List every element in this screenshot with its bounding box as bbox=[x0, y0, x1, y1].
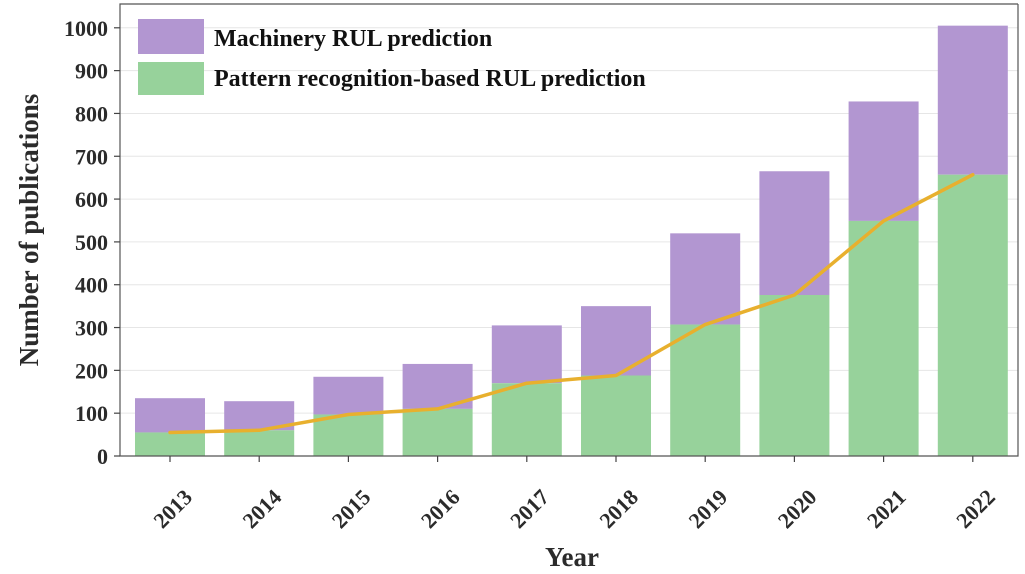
trend-line bbox=[168, 172, 975, 435]
bar-pattern-recognition-2022 bbox=[937, 174, 1008, 456]
bar-pattern-recognition-2015 bbox=[313, 414, 384, 456]
y-tick-label: 100 bbox=[75, 401, 108, 426]
bar-machinery-2017 bbox=[491, 325, 562, 384]
trend-line-group bbox=[168, 172, 975, 435]
legend-label-machinery: Machinery RUL prediction bbox=[214, 26, 492, 52]
x-tick-label: 2022 bbox=[951, 484, 1000, 533]
y-tick-label: 800 bbox=[75, 101, 108, 126]
y-tick-label: 700 bbox=[75, 144, 108, 169]
bar-pattern-recognition-2016 bbox=[402, 408, 473, 456]
x-tick-label: 2020 bbox=[773, 484, 822, 533]
y-tick-label: 900 bbox=[75, 59, 108, 84]
grid-lines bbox=[120, 27, 1018, 414]
x-tick-label: 2015 bbox=[327, 484, 376, 533]
y-tick-label: 200 bbox=[75, 358, 108, 383]
x-axis-title: Year bbox=[545, 542, 599, 572]
bar-pattern-recognition-2020 bbox=[759, 294, 830, 456]
bar-machinery-2019 bbox=[670, 233, 741, 325]
x-tick-label: 2013 bbox=[148, 484, 197, 533]
legend-swatch-pattern-recognition bbox=[138, 62, 204, 95]
bar-pattern-recognition-2018 bbox=[581, 375, 651, 456]
bar-pattern-recognition-2019 bbox=[670, 324, 741, 456]
bar-machinery-2022 bbox=[937, 25, 1008, 175]
x-tick-label: 2019 bbox=[684, 484, 733, 533]
y-axis-title: Number of publications bbox=[14, 94, 44, 367]
y-tick-label: 1000 bbox=[64, 16, 108, 41]
x-tick-label: 2016 bbox=[416, 484, 465, 533]
bar-machinery-2013 bbox=[135, 398, 205, 433]
x-tick-labels: 2013 2014 2015 2016 2017 2018 2019 2020 2021 2022 bbox=[148, 456, 1000, 533]
x-tick-label: 2014 bbox=[238, 484, 287, 533]
y-tick-label: 300 bbox=[75, 316, 108, 341]
bar-pattern-recognition-2013 bbox=[135, 432, 205, 456]
bar-machinery-2018 bbox=[581, 306, 651, 376]
legend-swatch-machinery bbox=[138, 19, 204, 54]
x-tick-label: 2018 bbox=[594, 484, 643, 533]
bar-machinery-2015 bbox=[313, 376, 384, 415]
y-tick-label: 400 bbox=[75, 273, 108, 298]
legend: Machinery RUL prediction Pattern recogni… bbox=[138, 19, 646, 95]
bar-machinery-2021 bbox=[848, 101, 919, 221]
y-tick-labels: 0 100 200 300 400 500 600 700 800 900 1000 bbox=[64, 16, 120, 469]
y-tick-label: 500 bbox=[75, 230, 108, 255]
bar-pattern-recognition-2014 bbox=[224, 430, 295, 456]
y-tick-label: 600 bbox=[75, 187, 108, 212]
bars bbox=[135, 25, 1008, 456]
x-tick-label: 2021 bbox=[862, 484, 911, 533]
bar-pattern-recognition-2021 bbox=[848, 220, 919, 456]
legend-label-pattern-recognition: Pattern recognition-based RUL prediction bbox=[214, 66, 646, 92]
x-tick-label: 2017 bbox=[505, 484, 554, 533]
y-tick-label: 0 bbox=[97, 444, 108, 469]
bar-pattern-recognition-2017 bbox=[491, 383, 562, 456]
